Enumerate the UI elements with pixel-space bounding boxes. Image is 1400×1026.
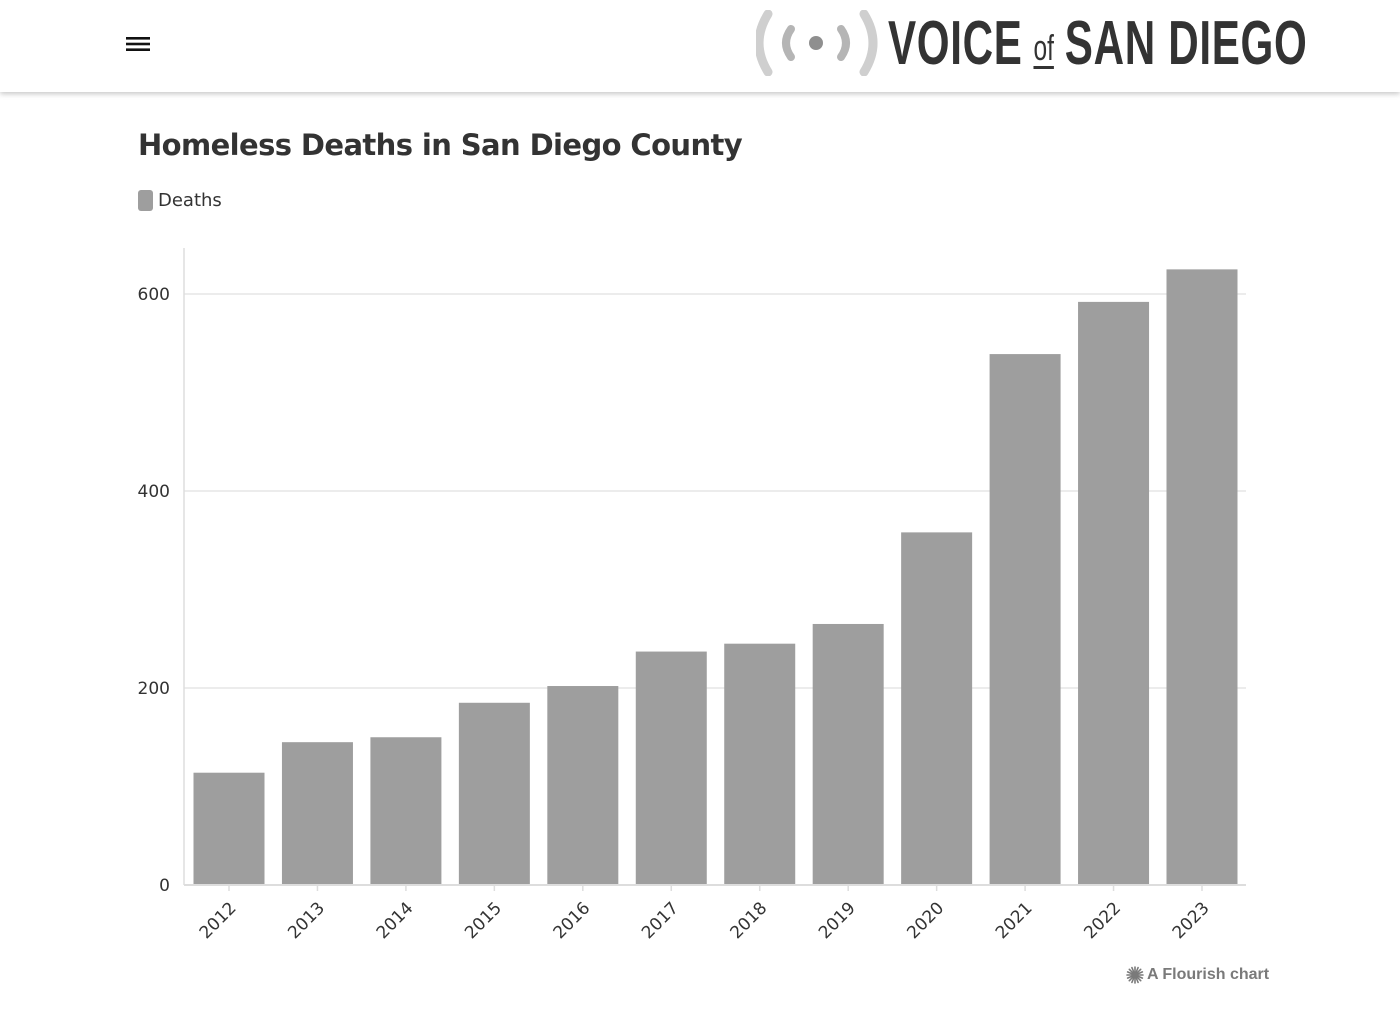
x-tick-label-2020: 2020 bbox=[903, 898, 948, 943]
y-tick-label-200: 200 bbox=[138, 679, 170, 699]
logo-word-san-diego: SAN DIEGO bbox=[1064, 9, 1308, 78]
y-tick-label-400: 400 bbox=[138, 482, 170, 502]
flourish-credit-link[interactable]: A Flourish chart bbox=[1126, 966, 1269, 984]
gridlines bbox=[184, 293, 1246, 689]
x-tick-label-2015: 2015 bbox=[461, 898, 506, 943]
bar-2012[interactable] bbox=[193, 772, 265, 885]
logo-wordmark: VOICE of SAN DIEGO bbox=[888, 12, 1307, 78]
x-tick-label-2023: 2023 bbox=[1169, 898, 1214, 943]
y-tick-label-600: 600 bbox=[138, 285, 170, 305]
site-header: VOICE of SAN DIEGO bbox=[0, 0, 1400, 92]
x-tick-label-2022: 2022 bbox=[1080, 898, 1125, 943]
credit-label: A Flourish chart bbox=[1147, 966, 1270, 983]
bar-2022[interactable] bbox=[1078, 301, 1150, 885]
x-tick-label-2018: 2018 bbox=[727, 898, 772, 943]
x-tick-label-2017: 2017 bbox=[638, 898, 683, 943]
broadcast-signal-icon bbox=[756, 10, 878, 76]
bar-2014[interactable] bbox=[370, 737, 442, 885]
x-tick-label-2019: 2019 bbox=[815, 898, 860, 943]
flourish-burst-icon bbox=[1126, 966, 1144, 984]
x-tick-label-2016: 2016 bbox=[550, 898, 595, 943]
bar-2023[interactable] bbox=[1166, 269, 1238, 885]
bar-2019[interactable] bbox=[812, 623, 884, 885]
chart-title: Homeless Deaths in San Diego County bbox=[138, 128, 743, 162]
bar-2018[interactable] bbox=[724, 643, 796, 885]
chart-legend[interactable]: Deaths bbox=[138, 190, 222, 211]
y-tick-label-0: 0 bbox=[159, 876, 170, 896]
logo-word-voice: VOICE bbox=[888, 9, 1023, 78]
bars bbox=[193, 269, 1238, 886]
hamburger-menu-icon[interactable] bbox=[122, 28, 154, 60]
bar-2017[interactable] bbox=[635, 651, 707, 885]
x-tick-label-2012: 2012 bbox=[196, 898, 241, 943]
x-tick-label-2013: 2013 bbox=[284, 898, 329, 943]
legend-label-deaths: Deaths bbox=[158, 190, 222, 211]
bar-2013[interactable] bbox=[281, 742, 353, 885]
x-tick-label-2014: 2014 bbox=[373, 898, 418, 943]
bar-2015[interactable] bbox=[458, 702, 530, 885]
bar-2020[interactable] bbox=[901, 532, 973, 885]
bar-2021[interactable] bbox=[989, 354, 1061, 886]
legend-swatch bbox=[138, 190, 153, 211]
x-tick-label-2021: 2021 bbox=[992, 898, 1037, 943]
logo-word-of: of bbox=[1033, 27, 1054, 68]
site-logo[interactable]: VOICE of SAN DIEGO bbox=[756, 10, 1307, 76]
bar-2016[interactable] bbox=[547, 686, 619, 885]
